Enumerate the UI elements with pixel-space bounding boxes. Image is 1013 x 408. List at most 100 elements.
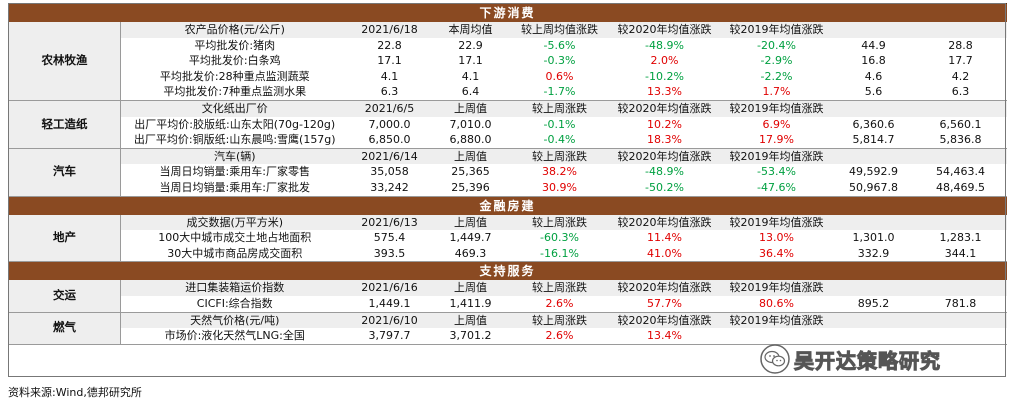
header-cell: 较2019年均值涨跌 [720,22,833,38]
row-label: 出厂平均价:胶版纸:山东太阳(70g-120g) [134,117,336,131]
value-cell: 10.2% [647,117,682,131]
category-label: 地产 [8,214,121,263]
header-cell [914,22,1007,38]
header-cell: 较2020年均值涨跌 [608,214,721,231]
table-row: 平均批发价:白条鸡 17.1 17.1 -0.3% 2.0% -2.9% 16.8 17.7 [9,53,1007,69]
header-cell: 2021/6/14 [348,148,431,165]
value-cell: -2.2% [760,69,793,83]
value-cell: 7,000.0 [368,117,411,131]
value-cell: 13.4% [608,328,721,345]
section-title: 金融房建 [8,195,1007,215]
value-cell: -48.9% [645,165,684,179]
category-label: 燃气 [8,312,121,345]
value-cell: 2.6% [510,295,609,313]
value-cell: 6.3 [914,84,1007,101]
value-cell: 4.1 [380,69,399,83]
value-cell: 1,449.1 [348,295,431,313]
value-cell: 13.3% [608,84,721,101]
table-row: 出厂平均价:胶版纸:山东太阳(70g-120g) 7,000.0 7,010.0 -0… [9,117,1007,133]
value-cell: 575.4 [373,231,406,245]
header-cell: 2021/6/5 [348,100,431,117]
value-cell: 17.9% [720,132,833,149]
header-cell [914,280,1007,296]
value-cell: -60.3% [540,231,579,245]
light-header-row: 轻工造纸 文化纸出厂价 2021/6/5 上周值 较上周涨跌 较2020年均值涨跌 较201… [8,100,1007,149]
value-cell: 25,396 [430,179,511,197]
table-row: 100大中城市成交土地占地面积 575.4 1,449.7 -60.3% 11.4% 13… [9,230,1007,246]
value-cell: 6,850.0 [348,132,431,149]
value-cell: 80.6% [720,295,833,313]
value-cell: -10.2% [645,69,684,83]
value-cell: -47.6% [720,179,833,197]
gas-header-row: 燃气 天然气价格(元/吨) 2021/6/10 上周值 较上周涨跌 较2020年均值涨跌较… [8,312,1007,345]
row-label: CICFI:综合指数 [120,295,349,313]
value-cell: 22.8 [377,38,402,52]
header-cell: 较上周涨跌 [510,100,609,117]
header-cell [832,100,915,117]
value-cell [914,328,1007,345]
header-cell: 上周值 [430,280,511,296]
value-cell: 57.7% [608,295,721,313]
header-cell [914,214,1007,231]
value-cell: -2.9% [760,54,793,68]
value-cell: 781.8 [914,295,1007,313]
row-label: 平均批发价:猪肉 [194,38,276,52]
header-cell: 成交数据(万平方米) [120,214,349,231]
value-cell [832,328,915,345]
agri-header-row: 农林牧渔 农产品价格(元/公斤) 2021/6/18 本周均值 较上周均值涨跌 较2020… [8,22,1007,101]
value-cell: 30.9% [510,179,609,197]
header-cell: 文化纸出厂价 [120,100,349,117]
value-cell: 17.7 [948,54,973,68]
header-cell: 较2020年均值涨跌 [608,100,721,117]
value-cell: 44.9 [861,38,886,52]
header-cell: 较上周均值涨跌 [510,22,609,38]
table-row: 出厂平均价:铜版纸:山东晨鸣:雪鹰(157g) 6,850.0 6,880.0 -0.… [9,132,1007,149]
header-cell: 2021/6/18 [348,22,431,38]
row-label: 出厂平均价:铜版纸:山东晨鸣:雪鹰(157g) [120,132,349,149]
section-header-downstream: 下游消费 [8,3,1007,22]
header-cell: 上周值 [430,312,511,329]
value-cell: 17.1 [377,54,402,68]
value-cell: -0.3% [543,54,576,68]
value-cell: 18.3% [608,132,721,149]
value-cell: -20.4% [757,38,796,52]
value-cell: 22.9 [458,38,483,52]
value-cell: 332.9 [832,245,915,263]
header-cell: 本周均值 [430,22,511,38]
table-row: 当周日均销量:乘用车:厂家批发 33,242 25,396 30.9% -50.2% -4… [9,179,1007,197]
watermark: 吴开达策略研究 [760,344,941,374]
value-cell: 469.3 [430,245,511,263]
value-cell: 1,301.0 [852,231,895,245]
header-cell: 较2020年均值涨跌 [608,22,721,38]
header-cell: 农产品价格(元/公斤) [120,22,349,38]
value-cell: 3,701.2 [430,328,511,345]
header-cell: 较2020年均值涨跌 [608,280,721,296]
header-cell: 2021/6/10 [348,312,431,329]
data-table-container: 下游消费 农林牧渔 农产品价格(元/公斤) 2021/6/18 本周均值 较上周均值涨跌较… [8,3,1007,345]
header-cell: 上周值 [430,100,511,117]
value-cell: 36.4% [720,245,833,263]
header-cell: 较上周涨跌 [510,280,609,296]
value-cell: 28.8 [948,38,973,52]
value-cell: -50.2% [608,179,721,197]
header-cell: 较2019年均值涨跌 [720,100,833,117]
value-cell: 6,560.1 [939,117,982,131]
value-cell: 33,242 [348,179,431,197]
value-cell: -16.1% [510,245,609,263]
header-cell: 汽车(辆) [120,148,349,165]
value-cell: 4.2 [951,69,970,83]
value-cell: 1,283.1 [939,231,982,245]
category-label: 轻工造纸 [8,100,121,149]
row-label: 平均批发价:白条鸡 [188,54,281,68]
header-cell [832,22,915,38]
section-title: 支持服务 [8,261,1007,281]
value-cell: 35,058 [370,165,409,179]
header-cell [914,148,1007,165]
value-cell: -0.4% [510,132,609,149]
value-cell: 1,449.7 [449,231,492,245]
header-cell [832,214,915,231]
row-label: 100大中城市成交土地占地面积 [158,231,312,245]
wechat-icon [760,344,790,374]
value-cell: 13.0% [759,231,794,245]
value-cell: -0.1% [543,117,576,131]
